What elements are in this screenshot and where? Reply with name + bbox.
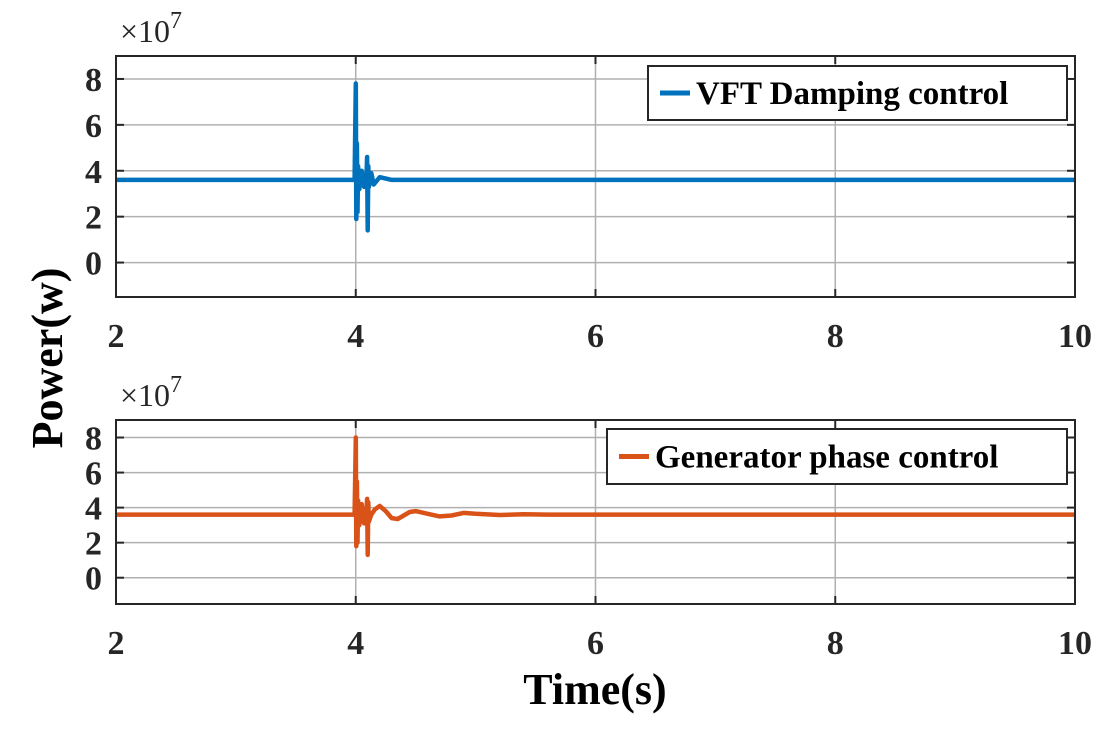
x-tick-label: 6 xyxy=(587,625,604,662)
y-tick-label: 6 xyxy=(85,456,102,493)
x-tick-label: 6 xyxy=(587,318,604,355)
y-axis-title: Power(w) xyxy=(23,268,72,449)
x-tick-label: 4 xyxy=(347,318,364,355)
x-tick-label: 4 xyxy=(347,625,364,662)
y-tick-label: 4 xyxy=(85,491,102,528)
legend-box xyxy=(606,428,1068,485)
y-exponent-label: ×107 xyxy=(120,372,182,413)
y-tick-label: 0 xyxy=(85,246,102,283)
x-axis-title: Time(s) xyxy=(523,665,666,714)
x-tick-label: 8 xyxy=(827,625,844,662)
x-tick-label: 8 xyxy=(827,318,844,355)
y-tick-label: 8 xyxy=(85,62,102,99)
legend-box xyxy=(647,65,1068,121)
x-tick-label: 10 xyxy=(1058,625,1092,662)
series-line xyxy=(116,81,1075,233)
x-tick-label: 2 xyxy=(108,318,125,355)
series-line xyxy=(116,435,1075,558)
y-tick-label: 2 xyxy=(85,526,102,563)
y-tick-label: 4 xyxy=(85,154,102,191)
y-tick-label: 6 xyxy=(85,108,102,145)
y-tick-label: 8 xyxy=(85,421,102,458)
legend-label: Generator phase control xyxy=(655,440,998,476)
y-tick-label: 0 xyxy=(85,561,102,598)
legend-label: VFT Damping control xyxy=(696,76,1008,112)
x-tick-label: 2 xyxy=(108,625,125,662)
y-exponent-label: ×107 xyxy=(120,8,182,49)
x-tick-label: 10 xyxy=(1058,318,1092,355)
y-tick-label: 2 xyxy=(85,200,102,237)
